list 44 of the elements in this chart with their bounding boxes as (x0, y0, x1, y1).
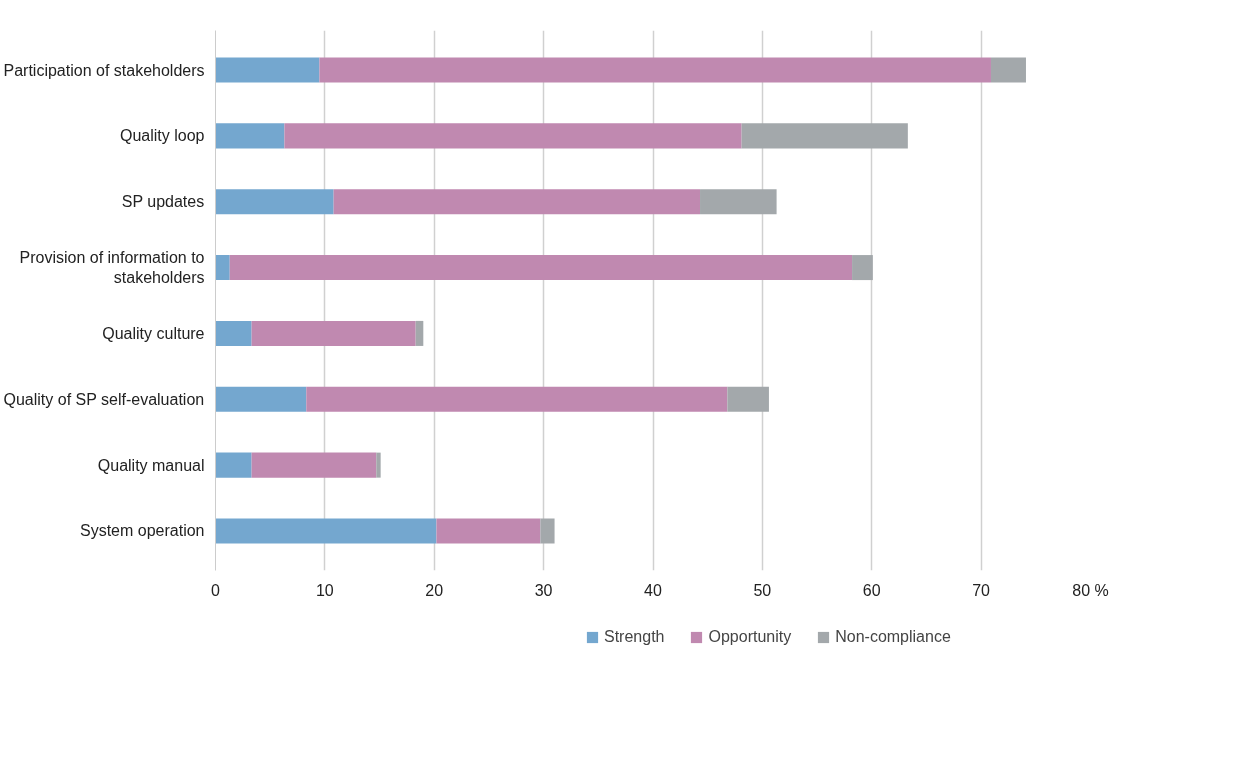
y-tick-label: Quality loop (120, 127, 205, 145)
x-tick-label: 50 (753, 581, 772, 599)
bar (215, 255, 230, 281)
bar (333, 189, 701, 215)
y-tick-label: Participation of stakeholders (3, 61, 205, 79)
y-tick-label: Provision of information to stakeholders (19, 248, 205, 287)
bar (741, 123, 908, 149)
bar (215, 57, 320, 83)
legend-label: Opportunity (708, 628, 792, 646)
bar (306, 386, 728, 412)
bar (215, 123, 285, 149)
y-tick-label: System operation (79, 522, 205, 540)
x-tick-label: 0 (211, 581, 221, 599)
bar (251, 452, 377, 478)
bar (319, 57, 991, 83)
bar (229, 255, 853, 281)
x-tick-label: 30 (534, 581, 553, 599)
x-tick-label: 70 (972, 581, 991, 599)
x-tick-label: 20 (425, 581, 444, 599)
x-tick-label: 80 % (1072, 581, 1109, 599)
bar (251, 320, 416, 346)
bar (215, 386, 307, 412)
bar (727, 386, 769, 412)
y-tick-label: Quality manual (97, 456, 205, 474)
bar (215, 320, 252, 346)
bar (540, 518, 555, 544)
y-tick-label: Quality of SP self-evaluation (3, 390, 205, 408)
bar (215, 518, 437, 544)
bar (215, 189, 334, 215)
y-tick-label: Quality culture (102, 324, 205, 342)
bar (700, 189, 777, 215)
legend-label: Non-compliance (835, 628, 951, 646)
y-tick-label: SP updates (121, 193, 205, 211)
bar (990, 57, 1026, 83)
x-tick-label: 60 (862, 581, 881, 599)
legend-label: Strength (604, 628, 665, 646)
x-tick-label: 40 (644, 581, 662, 599)
bar (436, 518, 541, 544)
bar (852, 255, 873, 281)
bar (415, 320, 424, 346)
bar (284, 123, 742, 149)
bar (376, 452, 381, 478)
x-tick-label: 10 (315, 581, 334, 599)
bar (215, 452, 252, 478)
